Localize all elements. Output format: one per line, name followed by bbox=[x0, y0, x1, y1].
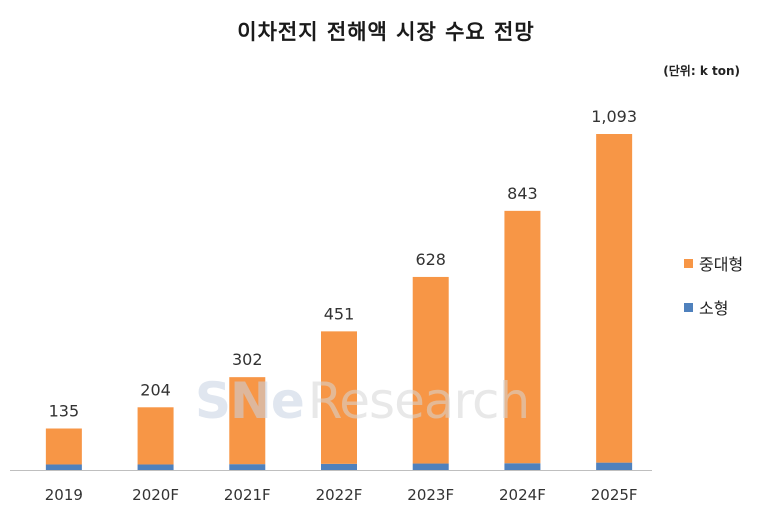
bar-large-2022F bbox=[321, 331, 357, 464]
legend-label-large: 중대형 bbox=[699, 255, 744, 274]
x-tick-2019: 2019 bbox=[45, 486, 83, 504]
data-label-2024F: 843 bbox=[507, 184, 538, 203]
data-label-2019: 135 bbox=[49, 401, 80, 420]
data-label-2022F: 451 bbox=[324, 304, 355, 323]
data-label-2025F: 1,093 bbox=[591, 107, 637, 126]
data-label-2021F: 302 bbox=[232, 350, 263, 369]
legend-swatch-large bbox=[684, 258, 693, 268]
bar-small-2020F bbox=[137, 464, 174, 470]
x-tick-2022F: 2022F bbox=[316, 486, 363, 504]
bar-large-2025F bbox=[596, 134, 633, 463]
x-tick-2024F: 2024F bbox=[499, 486, 546, 504]
legend-item-large: 중대형 bbox=[684, 252, 743, 274]
chart-title: 이차전지 전해액 시장 수요 전망 bbox=[237, 20, 535, 44]
bar-large-2020F bbox=[137, 407, 174, 465]
x-tick-2025F: 2025F bbox=[591, 486, 638, 504]
bar-small-2022F bbox=[321, 463, 357, 470]
legend-label-small: 소형 bbox=[699, 299, 729, 318]
bar-small-2024F bbox=[504, 463, 541, 470]
bar-large-2024F bbox=[504, 210, 541, 464]
data-label-2023F: 628 bbox=[415, 250, 446, 269]
x-tick-2021F: 2021F bbox=[224, 486, 271, 504]
bar-large-2023F bbox=[412, 276, 449, 464]
x-tick-2020F: 2020F bbox=[132, 486, 179, 504]
bar-small-2023F bbox=[412, 463, 449, 470]
bar-large-2019 bbox=[45, 428, 82, 465]
unit-label: (단위: k ton) bbox=[663, 64, 740, 78]
x-tick-2023F: 2023F bbox=[407, 486, 454, 504]
bar-small-2021F bbox=[229, 464, 266, 470]
legend: 중대형 소형 bbox=[684, 252, 743, 340]
data-label-2020F: 204 bbox=[140, 380, 171, 399]
legend-swatch-small bbox=[684, 302, 693, 312]
bar-large-2021F bbox=[229, 377, 266, 465]
bar-small-2019 bbox=[45, 464, 82, 470]
legend-item-small: 소형 bbox=[684, 296, 743, 318]
bar-small-2025F bbox=[596, 462, 633, 470]
